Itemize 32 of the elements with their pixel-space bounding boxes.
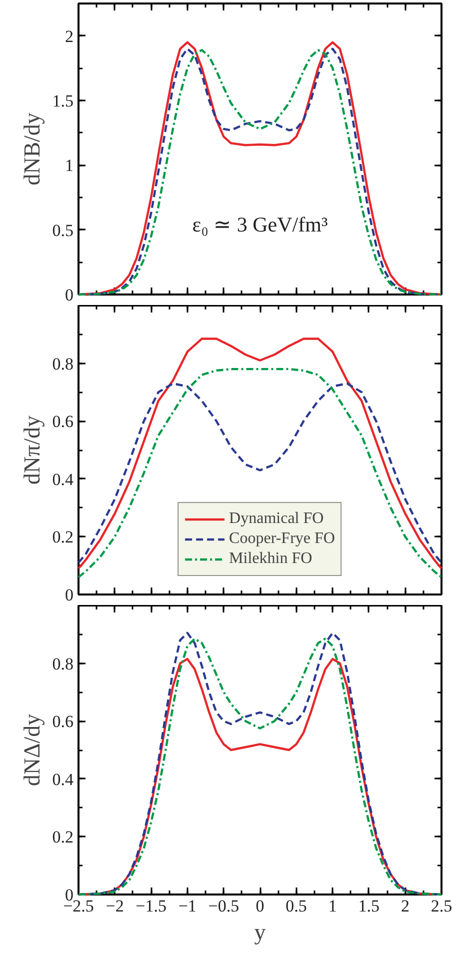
legend-label: Cooper-Frye FO — [229, 530, 335, 548]
x-tick-label: −1.5 — [136, 896, 167, 916]
y-tick-label: 0 — [65, 586, 74, 604]
x-axis-title: y — [254, 920, 266, 944]
x-tick-label: 2 — [400, 896, 410, 916]
x-tick-label: 2.5 — [430, 896, 452, 916]
y-tick-label: 0.5 — [52, 220, 74, 240]
y-tick-label: 0.6 — [52, 712, 74, 732]
y-tick-label: 0.4 — [52, 470, 74, 489]
y-tick-label: 0.2 — [52, 528, 74, 547]
legend-label: Milekhin FO — [229, 550, 312, 568]
x-tick-label: 1.5 — [358, 896, 380, 916]
y-tick-label: 2 — [65, 26, 74, 46]
x-tick-label: 0.5 — [286, 896, 307, 916]
x-tick-label: 0 — [256, 896, 264, 916]
y-tick-label: 0.2 — [52, 828, 74, 847]
y-axis-title: dNB/dy — [19, 112, 44, 186]
legend-label: Dynamical FO — [229, 510, 324, 528]
y-tick-label: 1.5 — [52, 92, 74, 110]
y-tick-label: 1 — [65, 156, 74, 176]
x-tick-label: −1 — [178, 896, 196, 916]
annotation: ε₀ ≃ 3 GeV/fm³ — [192, 212, 328, 236]
y-tick-label: 0.8 — [52, 654, 74, 674]
y-axis-title: dNΔ/dy — [19, 713, 44, 786]
y-tick-label: 0 — [65, 286, 74, 304]
x-tick-label: −0.5 — [208, 896, 240, 916]
y-tick-label: 0.8 — [52, 354, 74, 374]
y-tick-label: 0.4 — [52, 770, 74, 789]
x-tick-label: −2 — [106, 896, 124, 916]
y-axis-title: dNπ/dy — [19, 414, 44, 485]
y-tick-label: 0.6 — [52, 412, 74, 432]
x-tick-label: 1 — [328, 896, 337, 916]
